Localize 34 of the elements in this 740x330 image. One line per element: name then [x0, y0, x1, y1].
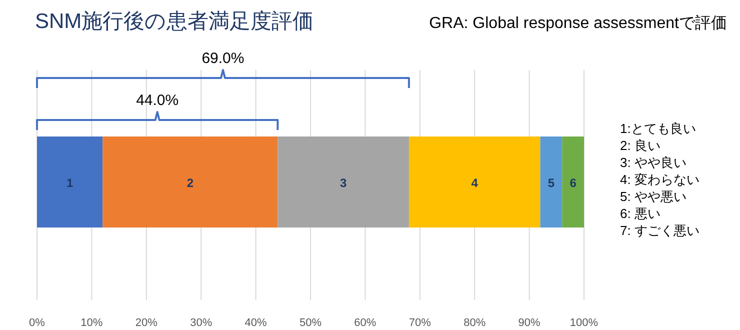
bar	[37, 136, 103, 228]
series-label: 4	[471, 176, 478, 190]
x-tick-label: 10%	[80, 317, 103, 329]
bar	[562, 136, 584, 228]
bar	[278, 136, 409, 228]
bar	[408, 136, 540, 228]
bar	[540, 136, 562, 228]
text: 3: やや良い	[620, 155, 686, 170]
text: 44.0%	[136, 92, 179, 109]
x-tick-label: 50%	[299, 317, 322, 329]
chart-title: SNM施行後の患者満足度評価	[35, 10, 314, 33]
series-label: 5	[548, 176, 555, 190]
chart-subtitle: GRA: Global response assessmentで評価	[429, 14, 727, 32]
x-tick-label: 90%	[518, 317, 541, 329]
text: 7: すごく悪い	[620, 223, 700, 238]
text: 4: 変わらない	[620, 172, 700, 187]
series-label: 3	[340, 176, 347, 190]
series-label: 1	[66, 176, 74, 190]
x-tick-label: 30%	[190, 317, 212, 329]
x-tick-label: 100%	[570, 317, 598, 329]
text: 1:とても良い	[620, 121, 696, 136]
x-tick-label: 40%	[244, 317, 268, 329]
text: 69.0%	[202, 50, 244, 67]
series-label: 2	[186, 176, 194, 190]
bar	[102, 136, 278, 228]
series-label: 6	[570, 176, 577, 190]
text: 2: 良い	[620, 138, 660, 153]
x-tick-label: 70%	[408, 317, 432, 329]
x-tick-label: 0%	[29, 317, 46, 329]
text: 5: やや悪い	[620, 189, 686, 204]
x-tick-label: 20%	[135, 317, 158, 329]
x-tick-label: 60%	[354, 317, 376, 329]
text: 6: 悪い	[620, 206, 660, 221]
x-tick-label: 80%	[464, 317, 486, 329]
